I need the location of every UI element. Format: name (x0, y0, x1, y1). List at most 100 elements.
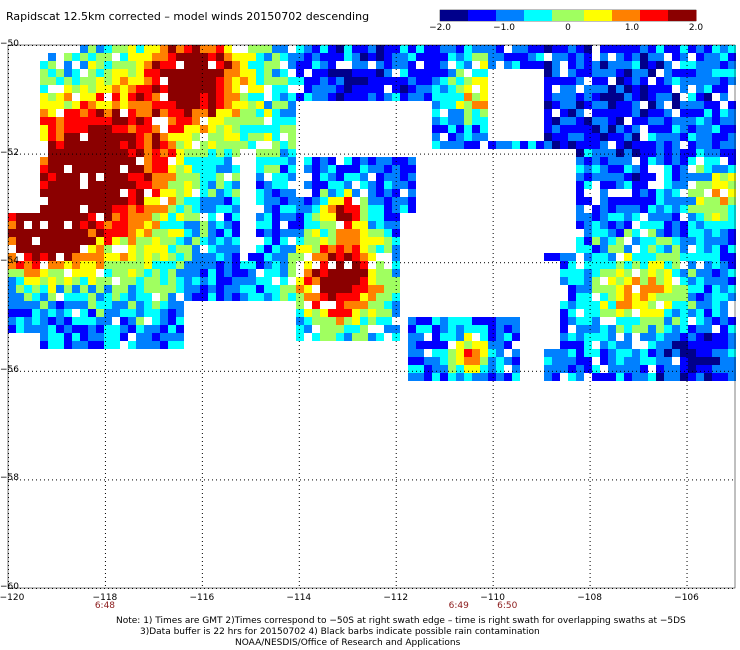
wind-difference-cell (648, 277, 656, 285)
grid-dot (128, 262, 129, 264)
wind-difference-cell (152, 269, 160, 277)
grid-dot (552, 588, 553, 589)
wind-difference-cell (248, 101, 256, 109)
grid-dot (216, 153, 217, 155)
wind-difference-cell (408, 77, 416, 85)
grid-dot (201, 165, 203, 166)
wind-difference-cell (136, 269, 144, 277)
wind-difference-cell (608, 69, 616, 77)
wind-difference-cell (616, 117, 624, 125)
grid-dot (395, 433, 397, 434)
wind-difference-cell (168, 109, 176, 117)
grid-dot (298, 377, 300, 378)
grid-dot (700, 153, 701, 155)
wind-difference-cell (648, 325, 656, 333)
grid-dot (492, 345, 494, 346)
grid-dot (456, 479, 457, 481)
wind-difference-cell (712, 173, 720, 181)
wind-difference-cell (704, 341, 712, 349)
wind-difference-cell (56, 253, 64, 261)
grid-dot (8, 573, 9, 574)
wind-difference-cell (472, 133, 480, 141)
wind-difference-cell (72, 325, 80, 333)
colorbar-swatch (524, 10, 529, 21)
wind-difference-cell (104, 69, 112, 77)
wind-difference-cell (344, 213, 352, 221)
wind-difference-cell (608, 61, 616, 69)
grid-dot (589, 285, 591, 286)
wind-difference-cell (672, 77, 680, 85)
wind-difference-cell (184, 109, 192, 117)
grid-dot (516, 45, 517, 46)
grid-dot (201, 269, 203, 270)
grid-dot (296, 45, 297, 46)
grid-dot (201, 105, 203, 106)
grid-dot (652, 153, 653, 155)
grid-dot (116, 262, 117, 264)
grid-dot (536, 370, 537, 372)
grid-dot (104, 381, 106, 382)
wind-difference-cell (136, 309, 144, 317)
grid-dot (272, 262, 273, 264)
grid-dot (298, 297, 300, 298)
wind-difference-cell (256, 85, 264, 93)
wind-difference-cell (640, 53, 648, 61)
grid-dot (395, 345, 397, 346)
wind-difference-cell (24, 221, 32, 229)
grid-dot (356, 370, 357, 372)
grid-dot (716, 45, 717, 46)
wind-difference-cell (264, 269, 272, 277)
wind-difference-cell (296, 61, 304, 69)
grid-dot (664, 262, 665, 264)
wind-difference-cell (304, 53, 312, 61)
wind-difference-cell (56, 309, 64, 317)
wind-difference-cell (168, 285, 176, 293)
wind-difference-cell (616, 85, 624, 93)
wind-difference-cell (632, 181, 640, 189)
wind-difference-cell (680, 357, 688, 365)
wind-difference-cell (184, 149, 192, 157)
wind-difference-cell (144, 45, 152, 53)
wind-difference-cell (384, 277, 392, 285)
wind-difference-cell (328, 189, 336, 197)
wind-difference-cell (376, 77, 384, 85)
grid-dot (420, 153, 421, 155)
wind-difference-cell (96, 45, 104, 53)
wind-difference-cell (96, 341, 104, 349)
wind-difference-cell (160, 101, 168, 109)
wind-difference-cell (720, 357, 728, 365)
grid-dot (636, 479, 637, 481)
wind-difference-cell (608, 85, 616, 93)
grid-dot (472, 588, 473, 589)
wind-difference-cell (720, 277, 728, 285)
colorbar-swatch (548, 10, 553, 21)
grid-dot (132, 262, 133, 264)
grid-dot (686, 97, 688, 98)
wind-difference-cell (656, 197, 664, 205)
wind-difference-cell (464, 317, 472, 325)
grid-dot (8, 262, 9, 264)
grid-dot (384, 45, 385, 46)
wind-difference-cell (672, 261, 680, 269)
grid-dot (395, 165, 397, 166)
wind-difference-cell (152, 133, 160, 141)
wind-difference-cell (584, 173, 592, 181)
grid-dot (628, 479, 629, 481)
wind-difference-cell (328, 213, 336, 221)
wind-difference-cell (640, 269, 648, 277)
grid-dot (428, 45, 429, 46)
grid-dot (24, 370, 25, 372)
wind-difference-cell (144, 245, 152, 253)
wind-difference-cell (696, 229, 704, 237)
grid-dot (492, 189, 494, 190)
wind-difference-cell (248, 149, 256, 157)
wind-difference-cell (288, 293, 296, 301)
grid-dot (395, 61, 397, 62)
wind-difference-cell (224, 93, 232, 101)
wind-difference-cell (664, 341, 672, 349)
grid-dot (492, 565, 494, 566)
grid-dot (8, 369, 9, 370)
grid-dot (68, 588, 69, 589)
wind-difference-cell (648, 53, 656, 61)
wind-difference-cell (144, 189, 152, 197)
